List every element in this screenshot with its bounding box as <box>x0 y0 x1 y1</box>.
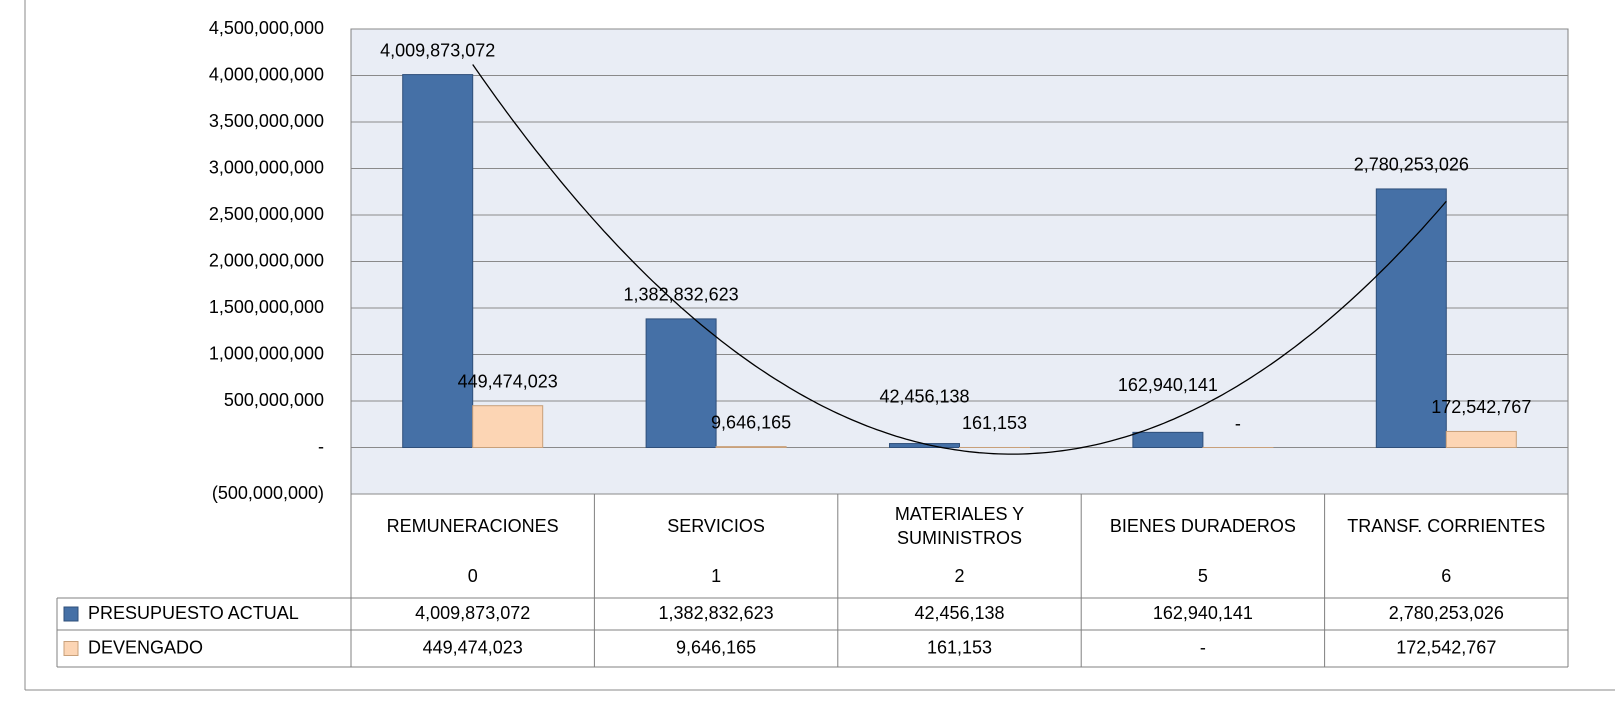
data-label: 4,009,873,072 <box>380 40 495 60</box>
category-code: 6 <box>1441 566 1451 586</box>
category-label: SERVICIOS <box>667 516 765 536</box>
data-label: 1,382,832,623 <box>624 285 739 305</box>
y-tick-label: 4,500,000,000 <box>209 18 324 38</box>
table-value: 2,780,253,026 <box>1389 603 1504 623</box>
bar <box>645 318 717 449</box>
table-value: - <box>1200 637 1206 657</box>
category-code: 5 <box>1198 566 1208 586</box>
y-tick-label: 500,000,000 <box>224 390 324 410</box>
category-code: 1 <box>711 566 721 586</box>
y-tick-label: 1,000,000,000 <box>209 343 324 363</box>
category-label: TRANSF. CORRIENTES <box>1347 516 1546 536</box>
bar <box>472 405 544 448</box>
y-tick-label: 2,500,000,000 <box>209 204 324 224</box>
table-value: 42,456,138 <box>914 603 1004 623</box>
data-label: - <box>1235 413 1241 433</box>
y-tick-label: 1,500,000,000 <box>209 297 324 317</box>
legend-label: PRESUPUESTO ACTUAL <box>88 603 299 623</box>
category-label: MATERIALES Y SUMINISTROS <box>894 504 1025 548</box>
table-value: 162,940,141 <box>1153 603 1253 623</box>
data-label: 161,153 <box>962 413 1027 433</box>
category-label: BIENES DURADEROS <box>1109 516 1296 536</box>
data-label: 172,542,767 <box>1431 397 1531 417</box>
bar <box>402 74 474 448</box>
y-tick-label: 3,000,000,000 <box>209 157 324 177</box>
bar <box>1132 431 1204 448</box>
category-code: 0 <box>468 566 478 586</box>
data-label: 2,780,253,026 <box>1354 155 1469 175</box>
bar <box>1445 430 1517 448</box>
category-label: REMUNERACIONES <box>386 516 559 536</box>
bar <box>1375 188 1447 448</box>
legend-swatch <box>63 641 79 656</box>
data-label: 162,940,141 <box>1118 375 1218 395</box>
trend-line <box>472 64 1447 455</box>
y-tick-label: (500,000,000) <box>212 483 324 503</box>
table-value: 9,646,165 <box>676 637 756 657</box>
bar <box>715 446 787 448</box>
category-code: 2 <box>954 566 964 586</box>
y-tick-label: - <box>318 436 324 456</box>
legend-label: DEVENGADO <box>88 637 203 657</box>
table-value: 449,474,023 <box>423 637 523 657</box>
legend-swatch <box>63 606 79 622</box>
table-value: 172,542,767 <box>1396 637 1496 657</box>
y-tick-label: 4,000,000,000 <box>209 64 324 84</box>
data-label: 42,456,138 <box>879 386 969 406</box>
table-value: 4,009,873,072 <box>415 603 530 623</box>
y-tick-label: 2,000,000,000 <box>209 250 324 270</box>
data-label: 9,646,165 <box>711 412 791 432</box>
data-label: 449,474,023 <box>458 371 558 391</box>
table-value: 1,382,832,623 <box>659 603 774 623</box>
table-value: 161,153 <box>927 637 992 657</box>
y-tick-label: 3,500,000,000 <box>209 111 324 131</box>
